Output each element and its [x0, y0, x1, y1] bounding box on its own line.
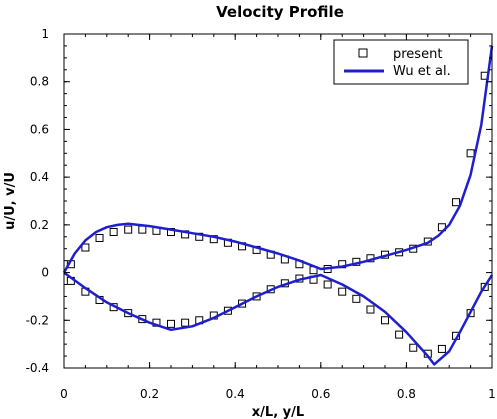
present-marker: [124, 309, 133, 318]
wu-line-v: [63, 271, 494, 366]
x-tick-label: 0.2: [140, 387, 159, 401]
present-marker: [381, 316, 389, 325]
legend-label-wu: Wu et al.: [393, 64, 451, 79]
wu-line-u: [62, 45, 494, 274]
y-tick-label: 0.8: [30, 75, 49, 89]
present-marker: [352, 294, 361, 303]
present-marker: [109, 228, 118, 237]
axis-ticks: 0 0.2 0.4 0.6 0.8 1 -0.4 -0.2 0 0.2 0.4 0.6 0.8 1: [26, 27, 496, 401]
present-marker: [138, 225, 147, 234]
present-marker: [466, 149, 475, 158]
y-tick-label: -0.2: [26, 313, 49, 327]
present-marker: [252, 292, 261, 301]
legend-box: [333, 39, 469, 85]
present-marker: [409, 343, 418, 352]
x-tick-label: 0.4: [226, 387, 245, 401]
legend-marker-present: [358, 48, 368, 58]
present-marker: [238, 299, 247, 308]
legend-label-present: present: [393, 47, 442, 62]
present-marker: [81, 243, 90, 252]
y-tick-label: 0: [41, 266, 49, 280]
present-marker: [124, 225, 133, 234]
present-marker: [181, 318, 190, 327]
present-marker: [366, 305, 375, 314]
y-tick-label: -0.4: [26, 361, 49, 375]
chart-title: Velocity Profile: [216, 3, 344, 21]
y-tick-label: 1: [41, 27, 49, 41]
present-marker: [95, 233, 104, 242]
legend: present Wu et al.: [333, 39, 469, 85]
y-tick-label: 0.2: [30, 218, 49, 232]
y-tick-label: 0.4: [30, 170, 49, 184]
plot-content: [62, 45, 494, 366]
present-marker: [395, 330, 404, 339]
x-tick-label: 0.8: [397, 387, 416, 401]
y-tick-label: 0.6: [30, 122, 49, 136]
y-axis-label: u/U, v/U: [3, 172, 18, 230]
x-tick-label: 0: [60, 387, 68, 401]
present-marker: [338, 287, 347, 296]
present-marker: [223, 306, 232, 315]
present-marker: [452, 198, 461, 207]
present-marker: [480, 282, 489, 291]
present-marker: [323, 280, 332, 289]
present-marker: [167, 319, 175, 328]
present-marker: [437, 344, 446, 353]
x-tick-label: 0.6: [311, 387, 330, 401]
x-tick-label: 1: [488, 387, 496, 401]
x-axis-label: x/L, y/L: [252, 405, 304, 419]
